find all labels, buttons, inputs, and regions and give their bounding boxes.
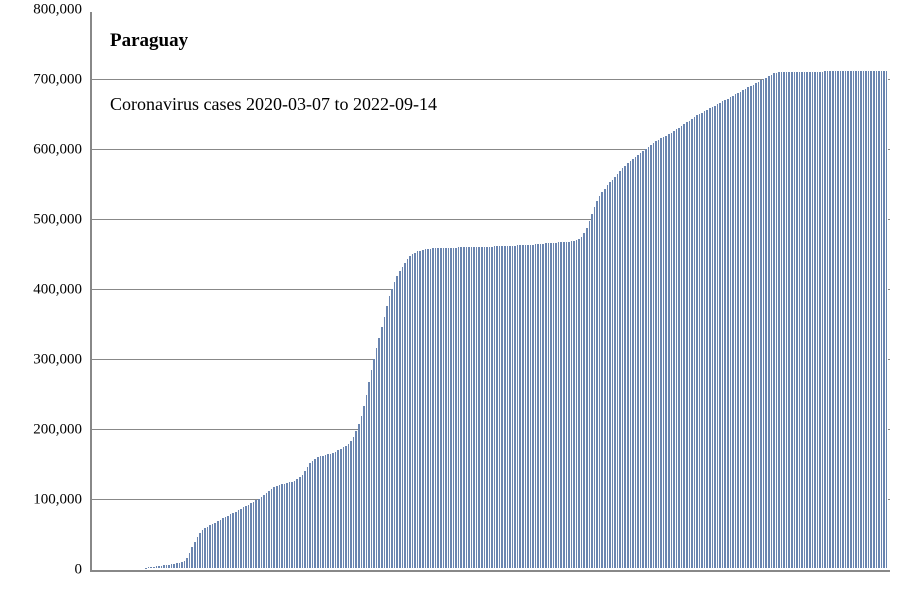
- ytick-label: 400,000: [33, 282, 92, 299]
- bars-group: [94, 12, 890, 568]
- plot-area: Paraguay Coronavirus cases 2020-03-07 to…: [90, 12, 890, 572]
- bar: [886, 71, 889, 568]
- chart-container: Paraguay Coronavirus cases 2020-03-07 to…: [0, 0, 915, 608]
- ytick-label: 600,000: [33, 142, 92, 159]
- ytick-label: 200,000: [33, 422, 92, 439]
- ytick-label: 800,000: [33, 2, 92, 19]
- ytick-label: 700,000: [33, 72, 92, 89]
- ytick-label: 500,000: [33, 212, 92, 229]
- ytick-label: 100,000: [33, 492, 92, 509]
- ytick-label: 0: [75, 562, 93, 579]
- ytick-label: 300,000: [33, 352, 92, 369]
